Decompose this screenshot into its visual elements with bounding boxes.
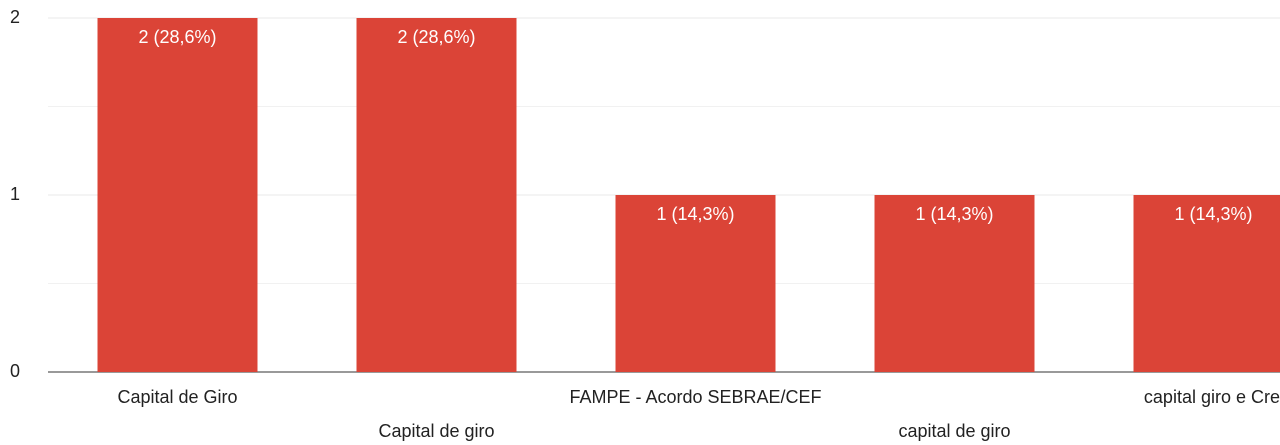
bar (97, 18, 258, 372)
bar (874, 195, 1035, 372)
x-tick-label: FAMPE - Acordo SEBRAE/CEF (569, 387, 821, 407)
y-tick-label: 0 (10, 361, 20, 381)
bar (615, 195, 776, 372)
value-label: 1 (14,3%) (915, 204, 993, 224)
value-label: 2 (28,6%) (397, 27, 475, 47)
y-tick-label: 1 (10, 184, 20, 204)
value-label: 2 (28,6%) (138, 27, 216, 47)
bar (356, 18, 517, 372)
x-tick-label: Capital de giro (378, 421, 494, 441)
bar (1133, 195, 1280, 372)
x-tick-label: capital de giro (898, 421, 1010, 441)
value-label: 1 (14,3%) (656, 204, 734, 224)
x-tick-label: Capital de Giro (117, 387, 237, 407)
x-tick-label: capital giro e Cre (1144, 387, 1280, 407)
value-label: 1 (14,3%) (1174, 204, 1252, 224)
y-tick-label: 2 (10, 7, 20, 27)
